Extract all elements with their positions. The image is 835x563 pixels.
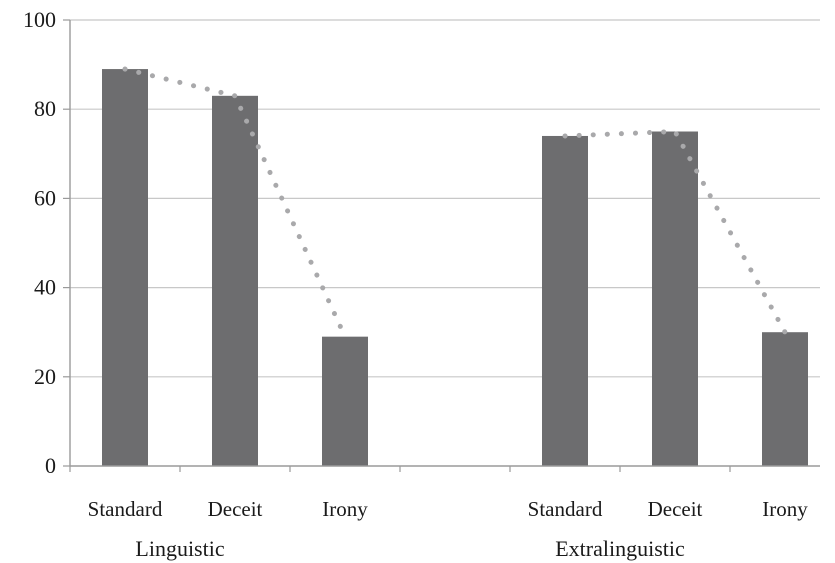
y-tick-label: 100	[23, 7, 56, 32]
category-label: Deceit	[648, 497, 703, 521]
category-label: Deceit	[208, 497, 263, 521]
bar-deceit-extralinguistic	[652, 131, 698, 466]
bar-standard-extralinguistic	[542, 135, 588, 466]
category-label: Standard	[88, 497, 163, 521]
trend-lines	[122, 66, 788, 340]
category-label: Irony	[762, 497, 808, 521]
y-tick-label: 60	[34, 185, 56, 210]
x-axis-labels: Standard Deceit Irony Linguistic Standard Dec…	[88, 497, 809, 561]
group-label: Linguistic	[135, 536, 224, 561]
group-label: Extralinguistic	[555, 536, 685, 561]
y-tick-label: 80	[34, 96, 56, 121]
y-tick-label: 0	[45, 453, 56, 478]
category-label: Irony	[322, 497, 368, 521]
bar-irony-extralinguistic	[762, 332, 808, 466]
bar-irony-linguistic	[322, 336, 368, 466]
bar-standard-linguistic	[102, 69, 148, 466]
y-tick-label: 40	[34, 275, 56, 300]
trend-line-linguistic	[122, 66, 348, 340]
bar-deceit-linguistic	[212, 95, 258, 466]
bars	[102, 69, 808, 466]
y-tick-label: 20	[34, 364, 56, 389]
category-label: Standard	[528, 497, 603, 521]
axes	[69, 20, 820, 472]
grid-lines	[70, 19, 820, 378]
y-axis-ticks: 0 20 40 60 80 100	[23, 7, 70, 478]
